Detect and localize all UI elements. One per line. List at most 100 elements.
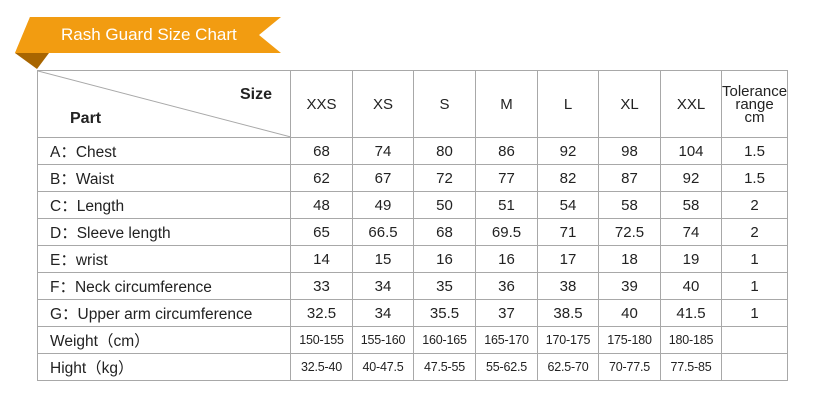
part-cell: F：Neck circumference bbox=[37, 272, 291, 300]
value-cell: 80 bbox=[413, 137, 476, 165]
part-cell: Weight（cm） bbox=[37, 326, 291, 354]
value-cell: 70-77.5 bbox=[598, 353, 661, 381]
value-cell: 165-170 bbox=[475, 326, 538, 354]
value-cell: 19 bbox=[660, 245, 722, 273]
table-row: Weight（cm） 150-155 155-160 160-165 165-170 17… bbox=[37, 326, 789, 354]
value-cell: 77 bbox=[475, 164, 538, 192]
value-cell: 14 bbox=[290, 245, 353, 273]
tolerance-cell: 1 bbox=[720, 272, 789, 300]
value-cell: 71 bbox=[537, 218, 599, 246]
value-cell: 34 bbox=[352, 272, 414, 300]
value-cell: 34 bbox=[352, 299, 414, 327]
value-cell: 18 bbox=[598, 245, 661, 273]
part-cell: B：Waist bbox=[37, 164, 291, 192]
chart-title: Rash Guard Size Chart bbox=[61, 25, 237, 44]
size-header: XS bbox=[352, 70, 414, 138]
tolerance-cell: 2 bbox=[720, 218, 789, 246]
table-row: E：wrist 14 15 16 16 17 18 19 1 bbox=[37, 245, 789, 273]
value-cell: 155-160 bbox=[352, 326, 414, 354]
value-cell: 62.5-70 bbox=[537, 353, 599, 381]
tolerance-line: Tolerance bbox=[722, 82, 788, 100]
value-cell: 17 bbox=[537, 245, 599, 273]
value-cell: 180-185 bbox=[660, 326, 722, 354]
value-cell: 51 bbox=[475, 191, 538, 219]
value-cell: 69.5 bbox=[475, 218, 538, 246]
value-cell: 16 bbox=[475, 245, 538, 273]
size-label: Size bbox=[239, 86, 272, 103]
title-banner: Rash Guard Size Chart bbox=[15, 17, 281, 69]
value-cell: 87 bbox=[598, 164, 661, 192]
tolerance-cell bbox=[720, 326, 789, 354]
value-cell: 40 bbox=[598, 299, 661, 327]
value-cell: 40 bbox=[660, 272, 722, 300]
corner-cell: Size Part bbox=[37, 70, 291, 138]
table-row: B：Waist 62 67 72 77 82 87 92 1.5 bbox=[37, 164, 789, 192]
value-cell: 150-155 bbox=[290, 326, 353, 354]
table-row: G：Upper arm circumference 32.5 34 35.5 37 38.… bbox=[37, 299, 789, 327]
part-cell: C：Length bbox=[37, 191, 291, 219]
size-header: L bbox=[537, 70, 599, 138]
value-cell: 38 bbox=[537, 272, 599, 300]
value-cell: 48 bbox=[290, 191, 353, 219]
tolerance-cell: 1 bbox=[720, 245, 789, 273]
tolerance-cell: 1.5 bbox=[720, 137, 789, 165]
value-cell: 77.5-85 bbox=[660, 353, 722, 381]
value-cell: 58 bbox=[660, 191, 722, 219]
tolerance-cell bbox=[720, 353, 789, 381]
value-cell: 170-175 bbox=[537, 326, 599, 354]
value-cell: 72 bbox=[413, 164, 476, 192]
value-cell: 32.5 bbox=[290, 299, 353, 327]
part-cell: A：Chest bbox=[37, 137, 291, 165]
size-chart-table: Size Part XXS XS S M L XL XXL Tolerance … bbox=[37, 70, 789, 381]
value-cell: 92 bbox=[660, 164, 722, 192]
value-cell: 37 bbox=[475, 299, 538, 327]
part-cell: D：Sleeve length bbox=[37, 218, 291, 246]
value-cell: 92 bbox=[537, 137, 599, 165]
value-cell: 55-62.5 bbox=[475, 353, 538, 381]
value-cell: 16 bbox=[413, 245, 476, 273]
value-cell: 58 bbox=[598, 191, 661, 219]
value-cell: 74 bbox=[352, 137, 414, 165]
size-header: XL bbox=[598, 70, 661, 138]
value-cell: 32.5-40 bbox=[290, 353, 353, 381]
value-cell: 35.5 bbox=[413, 299, 476, 327]
value-cell: 62 bbox=[290, 164, 353, 192]
value-cell: 39 bbox=[598, 272, 661, 300]
table-row: D：Sleeve length 65 66.5 68 69.5 71 72.5 74 2 bbox=[37, 218, 789, 246]
value-cell: 33 bbox=[290, 272, 353, 300]
size-header: S bbox=[413, 70, 476, 138]
value-cell: 49 bbox=[352, 191, 414, 219]
tolerance-header: Tolerance range cm bbox=[720, 70, 789, 138]
value-cell: 68 bbox=[290, 137, 353, 165]
table-row: C：Length 48 49 50 51 54 58 58 2 bbox=[37, 191, 789, 219]
value-cell: 86 bbox=[475, 137, 538, 165]
value-cell: 65 bbox=[290, 218, 353, 246]
value-cell: 68 bbox=[413, 218, 476, 246]
value-cell: 104 bbox=[660, 137, 722, 165]
value-cell: 66.5 bbox=[352, 218, 414, 246]
tolerance-cell: 1 bbox=[720, 299, 789, 327]
value-cell: 50 bbox=[413, 191, 476, 219]
value-cell: 54 bbox=[537, 191, 599, 219]
table-row: F：Neck circumference 33 34 35 36 38 39 40 1 bbox=[37, 272, 789, 300]
value-cell: 160-165 bbox=[413, 326, 476, 354]
value-cell: 175-180 bbox=[598, 326, 661, 354]
value-cell: 98 bbox=[598, 137, 661, 165]
ribbon-shape bbox=[15, 17, 281, 69]
value-cell: 47.5-55 bbox=[413, 353, 476, 381]
tolerance-cell: 2 bbox=[720, 191, 789, 219]
tolerance-line: range bbox=[735, 95, 774, 113]
value-cell: 67 bbox=[352, 164, 414, 192]
value-cell: 35 bbox=[413, 272, 476, 300]
tolerance-line: cm bbox=[744, 108, 765, 126]
value-cell: 72.5 bbox=[598, 218, 661, 246]
size-header: XXS bbox=[290, 70, 353, 138]
tolerance-cell: 1.5 bbox=[720, 164, 789, 192]
table-row: Hight（kg） 32.5-40 40-47.5 47.5-55 55-62.5 62.… bbox=[37, 353, 789, 381]
size-header: M bbox=[475, 70, 538, 138]
value-cell: 38.5 bbox=[537, 299, 599, 327]
table-row: A：Chest 68 74 80 86 92 98 104 1.5 bbox=[37, 137, 789, 165]
part-cell: G：Upper arm circumference bbox=[37, 299, 291, 327]
value-cell: 15 bbox=[352, 245, 414, 273]
diagonal-line bbox=[38, 71, 290, 137]
